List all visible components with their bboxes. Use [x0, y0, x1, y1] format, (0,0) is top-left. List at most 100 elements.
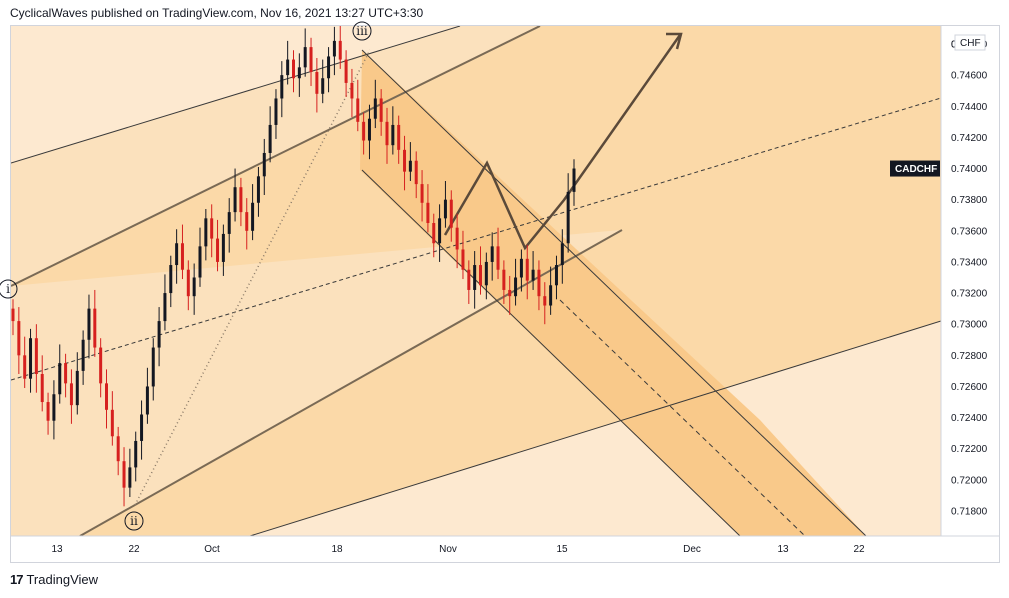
candle-body — [362, 121, 366, 141]
candle-body — [344, 59, 348, 83]
candle-body — [420, 184, 424, 203]
chart-frame[interactable] — [10, 25, 1000, 563]
wave-label-iii: iii — [356, 24, 368, 38]
wave-label-circle — [0, 279, 18, 299]
candle-body — [356, 98, 360, 122]
price-tick-label: 0.73800 — [951, 195, 988, 206]
candle-body — [554, 265, 558, 286]
candle-body — [204, 218, 208, 247]
candle-body — [29, 338, 33, 379]
time-axis[interactable]: 13 22 Oct 18 Nov 15 Dec 13 22 — [11, 535, 1000, 555]
candle-body — [449, 199, 453, 228]
falling-channel-upper-line — [361, 49, 867, 536]
time-tick-label: 22 — [853, 544, 865, 555]
candle-body — [502, 269, 506, 290]
tradingview-logo-icon: 17 — [10, 572, 24, 587]
candle-body — [11, 308, 15, 322]
plot-area[interactable] — [11, 22, 941, 536]
upper-outer-channel-line — [11, 26, 461, 164]
price-tick-label: 0.72000 — [951, 475, 988, 486]
symbol-badge — [890, 160, 940, 177]
candle-body — [315, 72, 319, 94]
candle-body — [105, 383, 108, 410]
candle-body — [134, 440, 138, 468]
price-tick-label: 0.73400 — [951, 257, 988, 268]
arrow-head-icon — [666, 32, 683, 50]
candle-body — [379, 98, 383, 122]
price-tick-label: 0.73200 — [951, 289, 988, 300]
candle-body — [157, 321, 161, 348]
wave-ii-iii-dotted — [134, 49, 371, 506]
time-tick-label: Oct — [204, 544, 220, 555]
candle-body — [321, 78, 325, 94]
candle-body — [23, 355, 27, 379]
candle-body — [87, 308, 91, 340]
candle-body — [210, 218, 214, 239]
wave-label-circle — [124, 511, 144, 531]
candle-body — [198, 246, 202, 278]
upper-main-channel-line — [11, 26, 541, 287]
price-tick-label: 0.74400 — [951, 102, 988, 113]
candle-body — [484, 261, 488, 286]
candle-body — [525, 258, 529, 281]
candle-body — [455, 227, 459, 250]
candle-body — [479, 265, 482, 286]
candle-body — [262, 152, 266, 177]
lower-outer-channel-line — [249, 320, 941, 536]
time-tick-label: Dec — [683, 544, 701, 555]
candle-body — [75, 370, 79, 406]
price-tick-label: 0.73000 — [951, 320, 988, 331]
midline-dashed — [11, 97, 941, 381]
candle-body — [151, 347, 155, 387]
projection-path — [443, 34, 682, 251]
falling-channel-projection — [559, 299, 806, 536]
candle-body — [391, 124, 395, 146]
candle-body — [514, 277, 518, 297]
candle-body — [338, 40, 342, 60]
candle-body — [543, 296, 547, 306]
candle-body — [414, 160, 418, 185]
candle-body — [221, 233, 225, 262]
candle-body — [58, 363, 62, 395]
candle-body — [99, 347, 103, 384]
price-tick-label: 0.74200 — [951, 133, 988, 144]
candle-body — [473, 265, 477, 290]
time-tick-label: 13 — [777, 544, 789, 555]
candle-body — [519, 258, 523, 278]
candle-body — [227, 212, 231, 234]
symbol-label: CADCHF — [895, 164, 937, 175]
time-tick-label: 22 — [128, 544, 140, 555]
candle-body — [239, 187, 243, 213]
candle-body — [350, 82, 354, 99]
falling-channel-lower-line — [361, 169, 741, 536]
candle-body — [69, 383, 73, 406]
candle-body — [280, 75, 284, 99]
price-tick-label: 0.74600 — [951, 71, 988, 82]
currency-label: CHF — [960, 38, 981, 49]
wave-label-circle — [352, 21, 372, 41]
candle-body — [297, 67, 301, 79]
candle-body — [397, 124, 401, 150]
candle-body — [508, 289, 512, 297]
price-tick-label: 0.72400 — [951, 413, 988, 424]
candle-body — [128, 467, 132, 488]
candle-body — [332, 40, 336, 57]
candle-body — [122, 461, 126, 488]
price-axis[interactable]: 0.748000.746000.744000.742000.740000.738… — [890, 26, 988, 536]
candle-body — [251, 202, 255, 231]
price-tick-label: 0.72600 — [951, 382, 988, 393]
candle-body — [180, 243, 184, 270]
time-tick-label: 18 — [331, 544, 343, 555]
candle-body — [490, 246, 494, 262]
candle-body — [175, 243, 179, 266]
price-tick-label: 0.72200 — [951, 444, 988, 455]
time-tick-label: 13 — [51, 544, 63, 555]
candle-body — [385, 121, 389, 146]
candle-body — [46, 402, 50, 421]
price-tick-label: 0.71800 — [951, 507, 988, 518]
candle-body — [403, 149, 407, 172]
wave-label-i: i — [6, 282, 10, 296]
candle-body — [186, 269, 190, 297]
candle-body — [537, 269, 541, 297]
